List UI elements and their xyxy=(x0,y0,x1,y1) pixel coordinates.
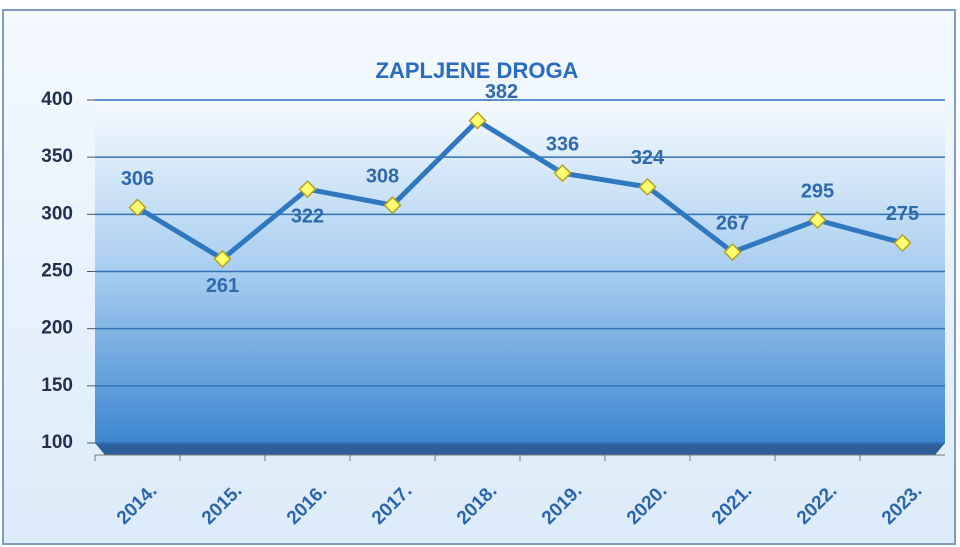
data-label: 308 xyxy=(366,165,399,187)
data-label: 336 xyxy=(546,133,579,155)
data-point xyxy=(468,111,487,130)
chart-title: ZAPLJENE DROGA xyxy=(376,58,579,83)
data-point xyxy=(893,233,912,252)
plot-floor xyxy=(95,443,945,455)
data-label: 324 xyxy=(631,147,665,169)
data-point xyxy=(723,243,742,262)
data-point xyxy=(213,249,232,268)
y-tick-label: 300 xyxy=(41,203,73,224)
y-tick-label: 350 xyxy=(41,146,73,167)
data-point xyxy=(553,164,572,183)
data-point xyxy=(638,177,657,196)
data-point xyxy=(808,210,827,230)
data-label: 306 xyxy=(121,168,154,190)
data-point xyxy=(128,198,147,217)
data-label: 267 xyxy=(716,212,749,234)
data-label: 261 xyxy=(206,275,239,297)
y-tick-label: 250 xyxy=(41,261,73,282)
y-tick-label: 200 xyxy=(41,318,73,339)
data-point xyxy=(383,196,402,215)
y-tick-label: 400 xyxy=(41,89,73,110)
data-label: 275 xyxy=(886,203,919,225)
y-tick-label: 100 xyxy=(41,432,73,453)
data-label: 322 xyxy=(291,205,324,227)
data-point xyxy=(298,180,317,199)
data-label: 382 xyxy=(485,81,518,103)
data-label: 295 xyxy=(801,180,834,202)
data-line xyxy=(136,118,904,262)
y-tick-label: 150 xyxy=(41,375,73,396)
